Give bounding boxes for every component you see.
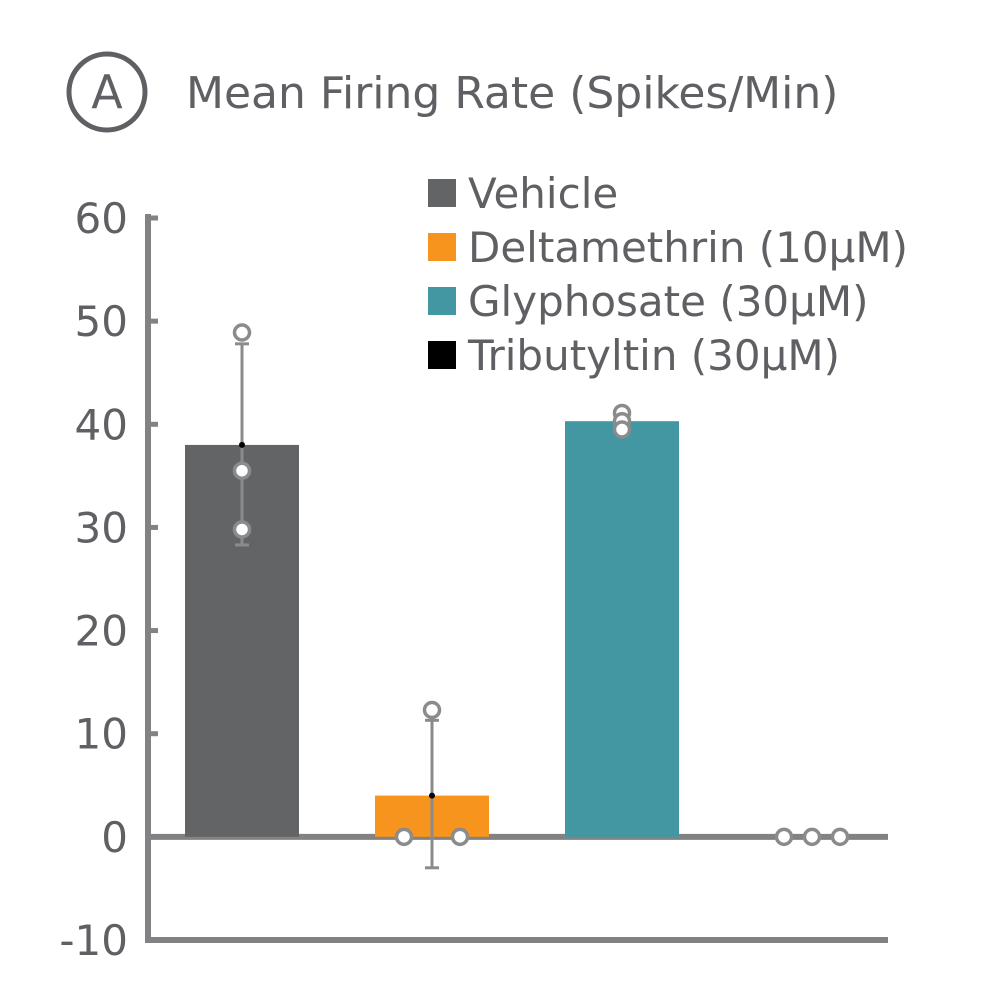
data-points bbox=[232, 323, 850, 847]
legend: Vehicle Deltamethrin (10μM) Glyphosate (30… bbox=[428, 169, 908, 380]
legend-label-1: Vehicle bbox=[468, 169, 618, 218]
data-point bbox=[450, 827, 470, 847]
y-tick-label: 10 bbox=[75, 710, 128, 759]
y-tick-label: 20 bbox=[75, 607, 128, 656]
error-bars bbox=[235, 342, 439, 870]
panel-badge-circle bbox=[66, 51, 148, 133]
data-point bbox=[232, 461, 252, 480]
chart-title: Mean Firing Rate (Spikes/Min) bbox=[186, 68, 838, 119]
y-tick-label: 0 bbox=[101, 813, 128, 862]
legend-label-4: Tributyltin (30μM) bbox=[467, 331, 840, 380]
legend-swatch-1 bbox=[428, 179, 456, 207]
mean-dot-1 bbox=[239, 441, 245, 448]
mean-dot-2 bbox=[429, 792, 435, 799]
axes: 60 50 40 30 20 10 0 -10 bbox=[59, 194, 888, 965]
data-point bbox=[830, 827, 850, 847]
data-point bbox=[394, 827, 414, 847]
y-tick-label: -10 bbox=[59, 916, 128, 965]
legend-label-2: Deltamethrin (10μM) bbox=[468, 223, 908, 272]
data-point bbox=[802, 827, 822, 847]
legend-label-3: Glyphosate (30μM) bbox=[468, 277, 869, 326]
data-point bbox=[232, 323, 252, 342]
data-point bbox=[774, 827, 794, 847]
y-tick-label: 60 bbox=[75, 194, 128, 243]
legend-swatch-2 bbox=[428, 233, 456, 261]
y-tick-label: 40 bbox=[75, 400, 128, 449]
y-tick-label: 50 bbox=[75, 297, 128, 346]
legend-swatch-4 bbox=[428, 341, 456, 369]
panel-badge: A bbox=[66, 51, 148, 133]
bars bbox=[185, 421, 679, 837]
data-point bbox=[232, 520, 252, 539]
data-point bbox=[422, 700, 442, 720]
panel-letter: A bbox=[91, 65, 123, 119]
bar-3 bbox=[565, 421, 679, 837]
y-tick-label: 30 bbox=[75, 503, 128, 552]
data-point bbox=[612, 420, 632, 439]
legend-swatch-3 bbox=[428, 287, 456, 315]
